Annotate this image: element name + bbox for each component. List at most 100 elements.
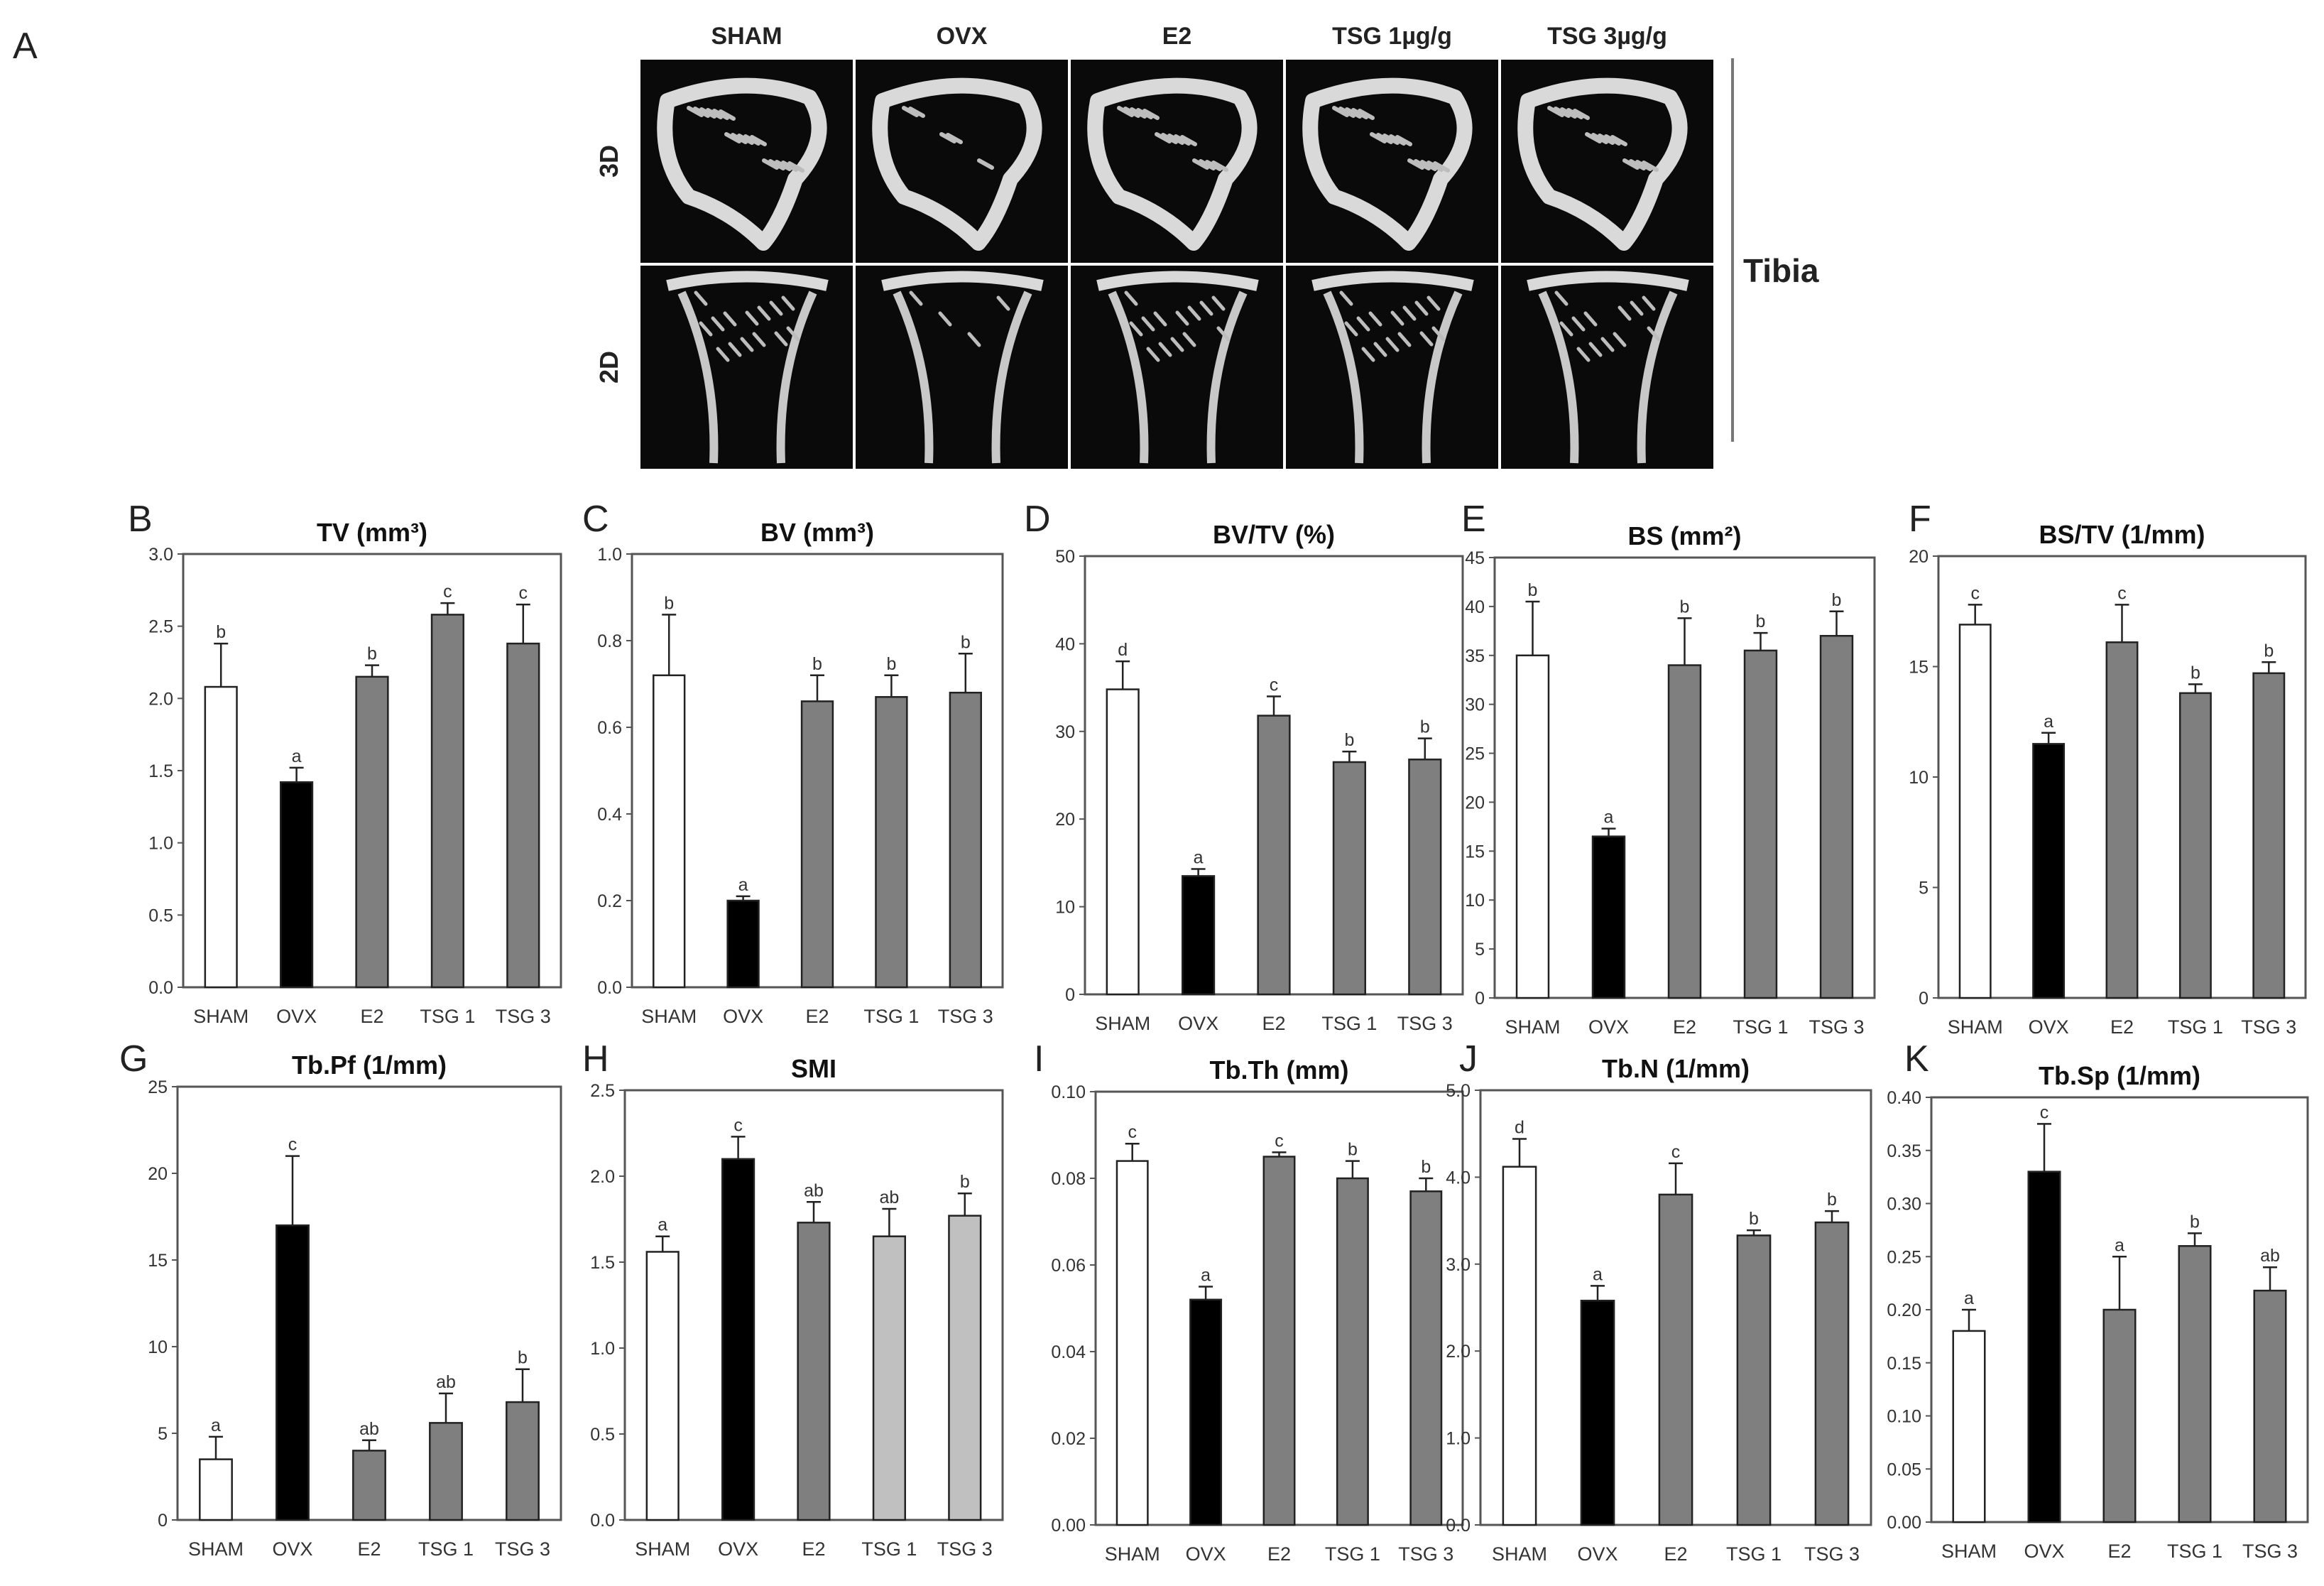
- y-tick-label: 0.0: [597, 978, 622, 998]
- category-label: TSG 1: [418, 1538, 474, 1560]
- significance-label: a: [2115, 1235, 2124, 1255]
- significance-label: c: [1270, 675, 1279, 695]
- bar-tsg-1: [875, 696, 908, 989]
- y-tick-label: 15: [1909, 658, 1929, 678]
- bar-ovx: [280, 781, 314, 989]
- bar-e2: [800, 700, 834, 989]
- category-label: E2: [1673, 1016, 1696, 1038]
- category-label: TSG 1: [861, 1538, 917, 1560]
- column-label-1: OVX: [937, 23, 988, 50]
- y-tick-label: 20: [1055, 810, 1075, 830]
- y-tick-label: 1.0: [1446, 1429, 1471, 1449]
- panel-letter-j: J: [1459, 1038, 1478, 1080]
- chart-title: Tb.Th (mm): [1210, 1055, 1349, 1085]
- category-label: TSG 1: [2167, 1541, 2222, 1562]
- y-tick-label: 0.8: [597, 631, 622, 651]
- panel-letter-g: G: [119, 1038, 148, 1080]
- y-tick-label: 40: [1465, 597, 1485, 617]
- microct-image-3d-2: [1071, 60, 1283, 263]
- significance-label: b: [1344, 730, 1354, 750]
- chart-title: BV/TV (%): [1213, 520, 1335, 549]
- bar-sham: [199, 1458, 233, 1521]
- category-label: TSG 1: [1733, 1016, 1788, 1038]
- significance-label: b: [664, 593, 674, 613]
- significance-label: b: [1528, 580, 1538, 600]
- significance-label: b: [1420, 717, 1430, 737]
- y-tick-label: 4.0: [1446, 1168, 1471, 1188]
- bar-tsg-3: [948, 1215, 982, 1521]
- y-tick-label: 25: [1465, 744, 1485, 764]
- significance-label: a: [1604, 808, 1614, 827]
- y-tick-label: 20: [1909, 547, 1929, 567]
- bar-sham: [1115, 1160, 1149, 1526]
- bar-tsg-1: [429, 1422, 463, 1521]
- bar-tsg-3: [2252, 672, 2286, 999]
- significance-label: b: [1827, 1190, 1837, 1210]
- category-label: OVX: [276, 1006, 317, 1027]
- bar-ovx: [1591, 835, 1626, 999]
- bar-ovx: [276, 1224, 310, 1521]
- bar-charts: B TV (mm³) 0.0 0.5 1.0 1.5 2.0 2.5 3.0 b SHAM a OVX b…: [119, 499, 2309, 1565]
- bar-ovx: [1182, 875, 1216, 996]
- bar-e2: [1257, 715, 1291, 996]
- category-label: TSG 3: [1804, 1543, 1860, 1565]
- bar-tsg-3: [1814, 1221, 1850, 1526]
- category-label: TSG 3: [938, 1006, 993, 1027]
- y-tick-label: 10: [1465, 891, 1485, 911]
- significance-label: a: [738, 875, 748, 895]
- chart-e: E BS (mm²) 0 5 10 15 20 25 30 35 40 45 b SHAM a OVX b E2 b…: [1461, 499, 1876, 1038]
- category-label: TSG 1: [1726, 1543, 1782, 1565]
- bar-tsg-1: [1332, 761, 1366, 996]
- bar-ovx: [1189, 1298, 1223, 1526]
- chart-f: F BS/TV (1/mm) 0 5 10 15 20 c SHAM a OVX c E2 b TSG 1 b…: [1909, 499, 2307, 1038]
- chart-title: TV (mm³): [317, 518, 427, 547]
- significance-label: a: [1593, 1264, 1603, 1284]
- significance-label: ab: [436, 1372, 456, 1392]
- bar-tsg-1: [1336, 1177, 1369, 1526]
- category-label: TSG 3: [1397, 1013, 1453, 1034]
- significance-label: c: [1970, 583, 1980, 603]
- chart-c: C BV (mm³) 0.0 0.2 0.4 0.6 0.8 1.0 b SHAM a OVX b E2 b…: [582, 499, 1004, 1027]
- category-label: OVX: [1577, 1543, 1617, 1565]
- y-tick-label: 1.0: [590, 1339, 615, 1359]
- category-label: SHAM: [193, 1006, 249, 1027]
- y-tick-label: 50: [1055, 547, 1075, 567]
- bar-e2: [352, 1450, 386, 1521]
- microct-image-2d-1: [856, 266, 1068, 469]
- significance-label: c: [733, 1115, 743, 1135]
- y-tick-label: 1.5: [148, 761, 173, 781]
- bar-tsg-3: [1819, 634, 1854, 999]
- y-tick-label: 20: [148, 1164, 168, 1184]
- bar-e2: [2102, 1308, 2137, 1523]
- significance-label: a: [1201, 1266, 1211, 1286]
- significance-label: c: [443, 582, 452, 602]
- panel-letter-k: K: [1904, 1038, 1929, 1080]
- y-tick-label: 0.00: [1887, 1513, 1921, 1533]
- category-label: OVX: [1178, 1013, 1218, 1034]
- y-tick-label: 1.0: [597, 545, 622, 565]
- y-tick-label: 1.0: [148, 834, 173, 854]
- y-tick-label: 2.5: [590, 1081, 615, 1101]
- bar-ovx: [1580, 1299, 1615, 1526]
- y-tick-label: 30: [1055, 722, 1075, 742]
- y-tick-label: 20: [1465, 793, 1485, 813]
- y-tick-label: 0.0: [148, 978, 173, 998]
- y-tick-label: 15: [1465, 842, 1485, 862]
- y-tick-label: 3.0: [1446, 1255, 1471, 1275]
- category-label: SHAM: [635, 1538, 690, 1560]
- significance-label: b: [2264, 641, 2274, 661]
- category-label: SHAM: [1948, 1016, 2003, 1038]
- y-tick-label: 0: [158, 1511, 168, 1531]
- category-label: E2: [805, 1006, 829, 1027]
- y-tick-label: 0.2: [597, 891, 622, 911]
- bar-tsg-1: [872, 1235, 906, 1521]
- bar-ovx: [2027, 1171, 2061, 1523]
- significance-label: b: [1832, 590, 1842, 610]
- significance-label: b: [2190, 1212, 2200, 1232]
- y-tick-label: 0.5: [148, 906, 173, 925]
- category-label: E2: [1664, 1543, 1687, 1565]
- category-label: E2: [360, 1006, 383, 1027]
- significance-label: ab: [879, 1188, 899, 1207]
- microct-image-2d-4: [1501, 266, 1713, 469]
